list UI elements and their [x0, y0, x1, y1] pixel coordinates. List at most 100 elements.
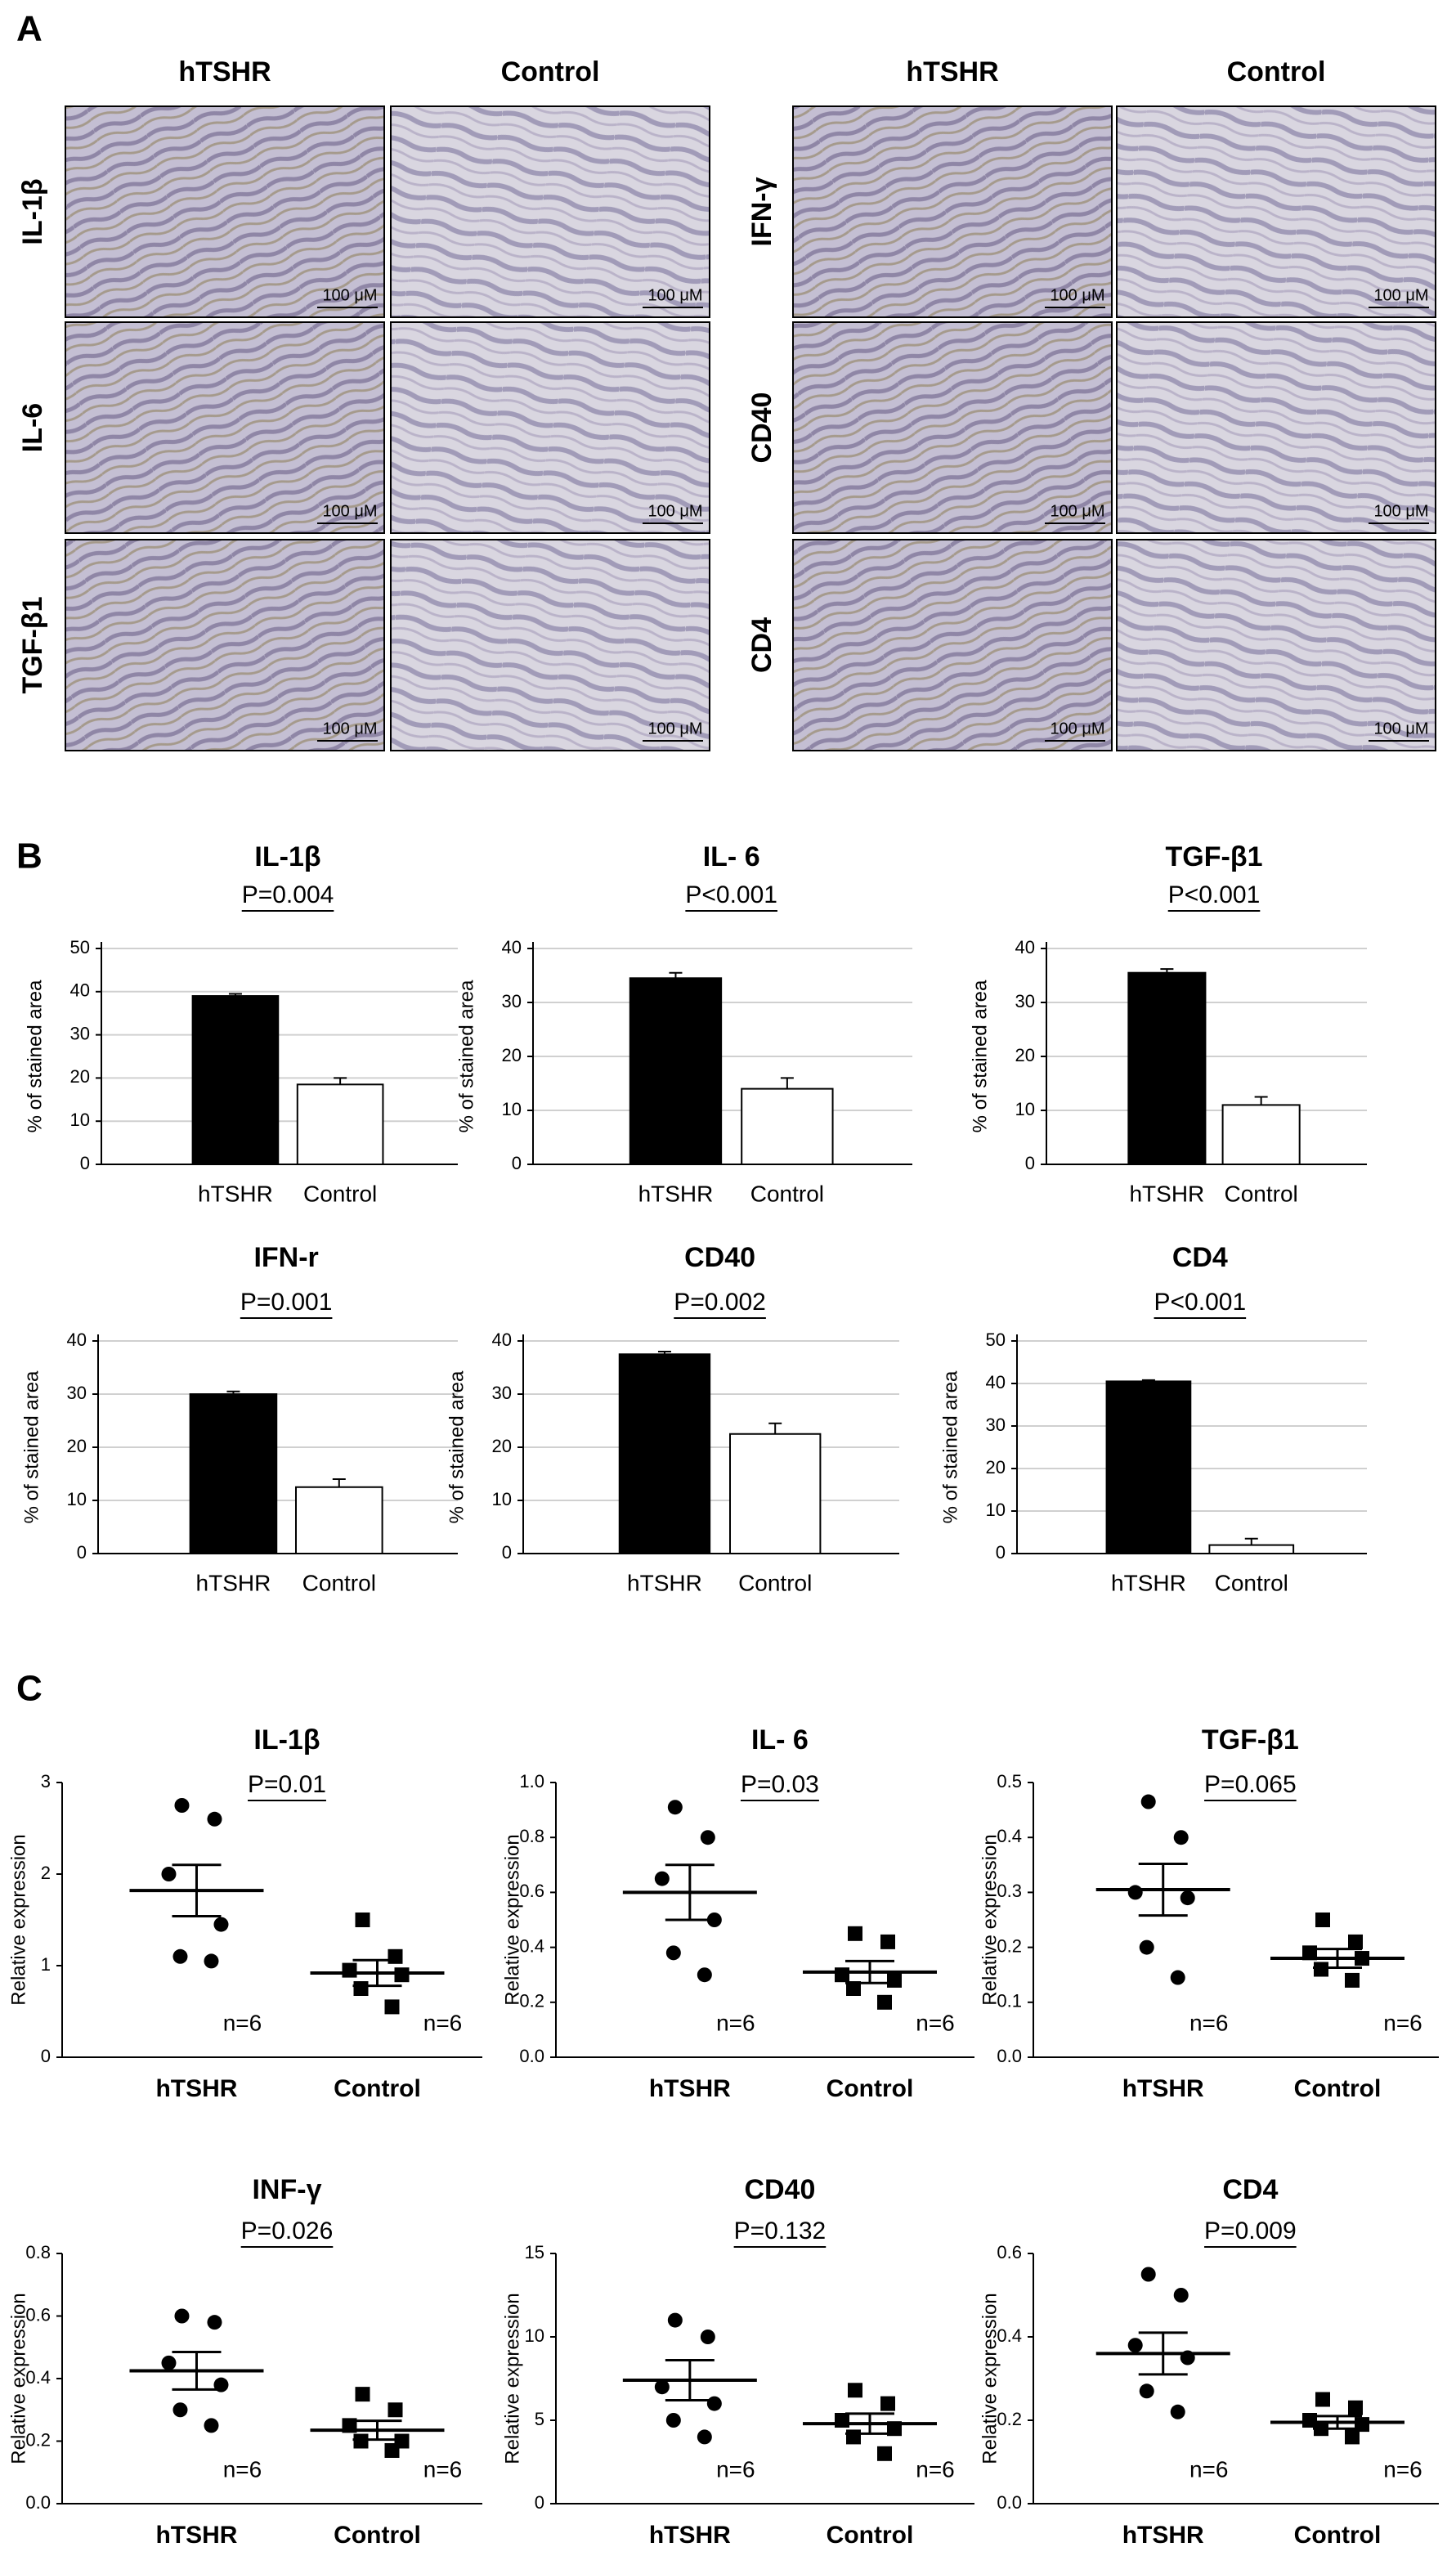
scale-bar-label: 100 μM — [1050, 286, 1104, 304]
n-label: n=6 — [223, 2010, 262, 2035]
data-point — [384, 1999, 400, 2015]
data-point — [1173, 2288, 1189, 2303]
bar — [618, 1353, 711, 1554]
n-label: n=6 — [223, 2456, 262, 2482]
row-label: IFN-γ — [746, 177, 777, 246]
y-tick-label: 20 — [492, 1436, 512, 1456]
y-tick-label: 0.1 — [997, 1991, 1022, 2011]
bar — [741, 1087, 834, 1165]
y-tick-label: 40 — [986, 1372, 1006, 1392]
data-point — [848, 2383, 862, 2398]
scale-bar-label: 100 μM — [647, 286, 702, 304]
y-axis-label: Relative expression — [979, 2293, 1001, 2464]
p-value: P<0.001 — [1154, 1289, 1247, 1316]
micrograph — [390, 539, 710, 751]
y-tick-label: 0.8 — [25, 2242, 51, 2262]
data-point — [887, 1972, 902, 1988]
bar — [189, 1393, 278, 1554]
p-value: P<0.001 — [1168, 881, 1261, 908]
data-point — [700, 1830, 715, 1845]
data-point — [394, 1967, 410, 1983]
bar — [296, 1083, 384, 1165]
micrograph — [792, 105, 1113, 318]
y-axis-label: % of stained area — [969, 980, 991, 1132]
y-tick-label: 0 — [77, 1542, 87, 1563]
data-point — [1345, 1972, 1360, 1988]
scale-bar-label: 100 μM — [647, 502, 702, 520]
y-tick-label: 0 — [1025, 1153, 1035, 1173]
y-tick-label: 10 — [502, 1099, 522, 1119]
y-tick-label: 40 — [70, 980, 90, 1001]
n-label: n=6 — [716, 2456, 755, 2482]
y-tick-label: 30 — [67, 1383, 87, 1403]
x-tick-label: hTSHR — [198, 1181, 273, 1206]
y-axis-label: Relative expression — [501, 2293, 523, 2464]
x-tick-label: hTSHR — [627, 1570, 702, 1595]
bar — [1208, 1544, 1295, 1554]
data-point — [877, 2446, 892, 2461]
y-tick-label: 0.0 — [25, 2492, 51, 2513]
bar — [1127, 971, 1207, 1165]
x-tick-label: Control — [827, 2522, 914, 2549]
x-tick-label: hTSHR — [649, 2522, 731, 2549]
p-value: P<0.001 — [685, 881, 777, 908]
data-point — [700, 2330, 715, 2344]
y-tick-label: 0.4 — [25, 2367, 51, 2388]
micrograph — [390, 105, 710, 318]
data-point — [204, 2418, 219, 2433]
bar — [629, 977, 723, 1166]
x-tick-label: Control — [334, 2522, 421, 2549]
x-tick-label: hTSHR — [1129, 1181, 1204, 1206]
column-header: Control — [501, 56, 600, 87]
bar — [1105, 1380, 1192, 1555]
data-point — [665, 2413, 681, 2428]
n-label: n=6 — [423, 2456, 463, 2482]
data-point — [1139, 2383, 1154, 2399]
y-tick-label: 30 — [502, 991, 522, 1011]
scale-bar-label: 100 μM — [1050, 502, 1104, 520]
x-tick-label: hTSHR — [1122, 2075, 1204, 2102]
data-point — [1127, 1885, 1143, 1900]
data-point — [355, 2387, 370, 2402]
data-point — [1315, 1913, 1330, 1927]
row-label: IL-6 — [17, 403, 48, 452]
p-value: P=0.132 — [734, 2217, 827, 2244]
scale-bar-label: 100 μM — [1373, 720, 1428, 738]
data-point — [848, 1926, 862, 1941]
y-tick-label: 0.8 — [519, 1826, 544, 1846]
y-tick-label: 10 — [986, 1500, 1006, 1520]
data-point — [1315, 2392, 1330, 2407]
y-tick-label: 0.5 — [997, 1771, 1022, 1791]
row-label: IL-1β — [17, 178, 48, 244]
y-tick-label: 3 — [41, 1771, 51, 1791]
x-tick-label: Control — [750, 1181, 824, 1206]
chart-title: IL- 6 — [703, 841, 760, 872]
x-tick-label: hTSHR — [649, 2075, 731, 2102]
y-tick-label: 0.2 — [997, 1935, 1022, 1956]
data-point — [835, 1967, 849, 1983]
y-tick-label: 40 — [67, 1330, 87, 1350]
y-tick-label: 0 — [502, 1542, 512, 1563]
data-point — [172, 2402, 188, 2418]
y-tick-label: 30 — [70, 1023, 90, 1043]
scale-bar-label: 100 μM — [322, 502, 377, 520]
y-tick-label: 15 — [525, 2242, 544, 2262]
y-axis-label: % of stained area — [446, 1370, 468, 1523]
data-point — [877, 1994, 892, 2010]
micrograph — [792, 539, 1113, 751]
data-point — [204, 1953, 219, 1969]
data-point — [342, 1962, 357, 1978]
y-tick-label: 0.6 — [25, 2304, 51, 2325]
panel-label: B — [16, 836, 43, 877]
data-point — [1348, 2400, 1363, 2415]
x-tick-label: hTSHR — [155, 2075, 237, 2102]
y-tick-label: 10 — [70, 1110, 90, 1130]
data-point — [213, 1917, 229, 1932]
x-tick-label: Control — [1294, 2522, 1382, 2549]
data-point — [697, 1967, 712, 1983]
y-tick-label: 50 — [70, 937, 90, 957]
y-axis-label: Relative expression — [501, 1834, 523, 2005]
x-tick-label: Control — [827, 2075, 914, 2102]
data-point — [1348, 1934, 1363, 1949]
chart-title: CD40 — [744, 2174, 815, 2205]
